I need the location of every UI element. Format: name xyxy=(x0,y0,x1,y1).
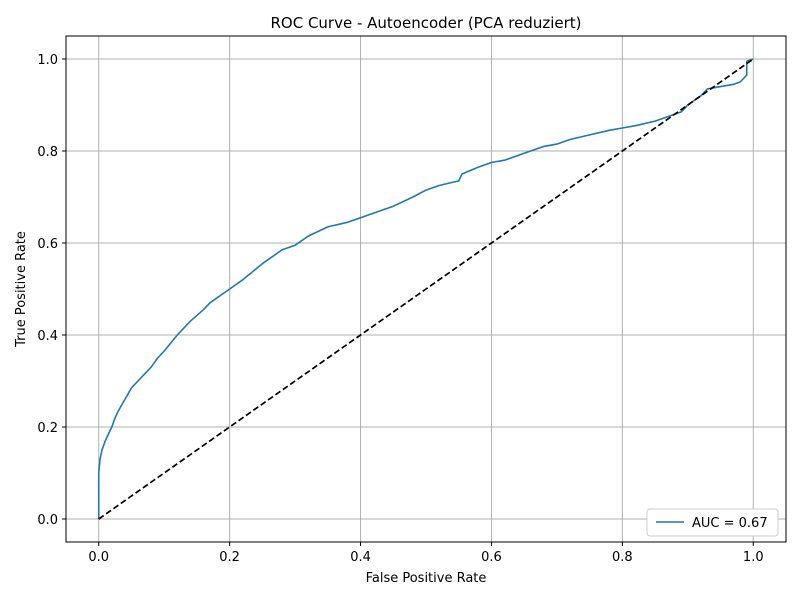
legend: AUC = 0.67 xyxy=(646,508,779,537)
ticks: 0.0 0.2 0.4 0.6 0.8 1.0 0.0 0.2 0.4 0.6 0.8 1.0 xyxy=(37,53,763,565)
x-tick-label: 0.4 xyxy=(350,550,371,565)
y-tick-label: 0.4 xyxy=(37,329,58,344)
x-tick-label: 0.0 xyxy=(88,550,109,565)
diagonal-reference-line xyxy=(98,58,754,520)
y-axis-label: True Positive Rate xyxy=(14,231,29,348)
x-tick-label: 0.2 xyxy=(219,550,240,565)
x-tick-label: 0.6 xyxy=(481,550,502,565)
legend-label: AUC = 0.67 xyxy=(692,516,768,531)
x-tick-label: 1.0 xyxy=(743,550,764,565)
y-tick-label: 0.0 xyxy=(37,513,58,528)
grid xyxy=(66,36,786,542)
legend-box xyxy=(646,508,779,537)
x-axis-label: False Positive Rate xyxy=(366,571,487,586)
x-tick-label: 0.8 xyxy=(612,550,633,565)
roc-curve-line xyxy=(97,58,754,519)
y-tick-label: 1.0 xyxy=(37,53,58,68)
y-tick-label: 0.2 xyxy=(37,421,58,436)
chart-title: ROC Curve - Autoencoder (PCA reduziert) xyxy=(270,14,581,32)
y-tick-label: 0.8 xyxy=(37,145,58,160)
plot-frame xyxy=(65,35,787,543)
y-tick-label: 0.6 xyxy=(37,237,58,252)
series-layer xyxy=(97,58,754,520)
